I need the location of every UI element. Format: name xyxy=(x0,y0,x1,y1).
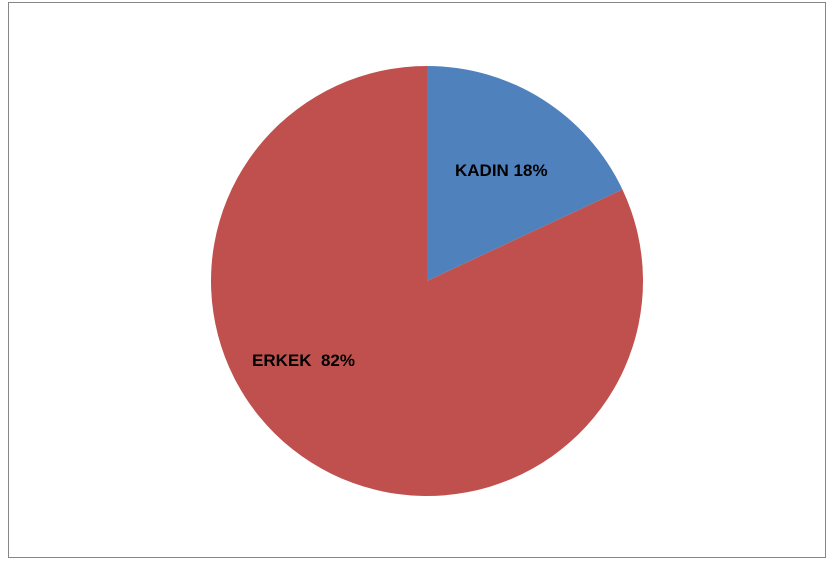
pie-slice-erkek xyxy=(210,66,643,497)
pie-slices xyxy=(210,66,643,497)
slice-label-kadin: KADIN 18% xyxy=(455,161,548,180)
slice-label-erkek: ERKEK 82% xyxy=(252,351,355,370)
pie-slice-kadin xyxy=(427,66,623,281)
